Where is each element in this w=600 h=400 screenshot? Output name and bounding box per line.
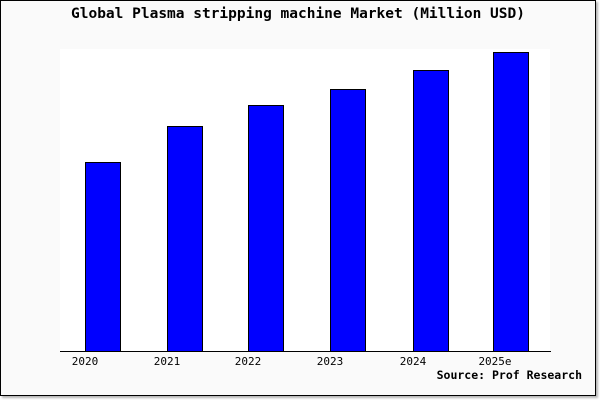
plot-area xyxy=(60,49,550,352)
x-tick-label-2021: 2021 xyxy=(153,355,181,368)
bar-2024 xyxy=(413,70,449,352)
x-tick-label-2025e: 2025e xyxy=(478,355,512,368)
bar-2021 xyxy=(167,126,203,352)
x-tick-label-2023: 2023 xyxy=(316,355,344,368)
x-tick-label-2020: 2020 xyxy=(71,355,99,368)
x-axis-line xyxy=(60,351,551,352)
x-tick-label-2024: 2024 xyxy=(399,355,427,368)
source-note: Source: Prof Research xyxy=(436,368,582,382)
bar-2022 xyxy=(248,105,284,352)
x-tick-label-2022: 2022 xyxy=(234,355,262,368)
bar-2023 xyxy=(330,89,366,352)
bar-2020 xyxy=(85,162,121,352)
bar-2025e xyxy=(493,52,529,352)
chart-title: Global Plasma stripping machine Market (… xyxy=(71,6,525,22)
